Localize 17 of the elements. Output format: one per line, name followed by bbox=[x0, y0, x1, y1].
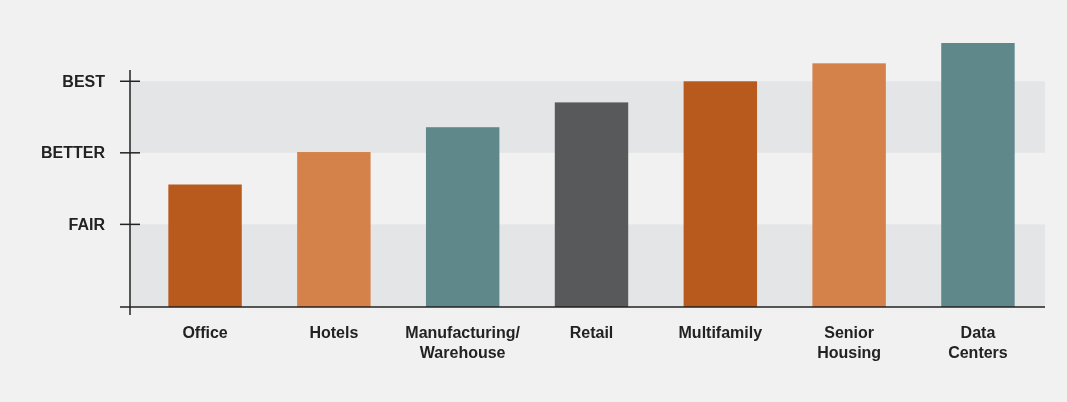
bar bbox=[168, 184, 242, 307]
x-tick-label: Manufacturing/ Warehouse bbox=[405, 324, 521, 361]
bar bbox=[941, 43, 1015, 307]
x-tick-label: Senior Housing bbox=[817, 324, 882, 361]
bar bbox=[683, 81, 758, 307]
x-tick-label: Office bbox=[182, 324, 228, 341]
bar bbox=[297, 152, 371, 307]
x-tick-label: Data Centers bbox=[948, 324, 1008, 361]
ref-line-label: FAIR bbox=[68, 215, 106, 233]
x-tick-label: Hotels bbox=[309, 324, 359, 341]
ref-line-label: BEST bbox=[62, 72, 106, 90]
bar bbox=[425, 127, 500, 307]
ref-line-label: BETTER bbox=[41, 144, 106, 162]
bar bbox=[812, 63, 886, 307]
x-tick-label: Retail bbox=[569, 324, 614, 341]
bar bbox=[554, 102, 629, 307]
x-tick-label: Multifamily bbox=[678, 324, 763, 341]
